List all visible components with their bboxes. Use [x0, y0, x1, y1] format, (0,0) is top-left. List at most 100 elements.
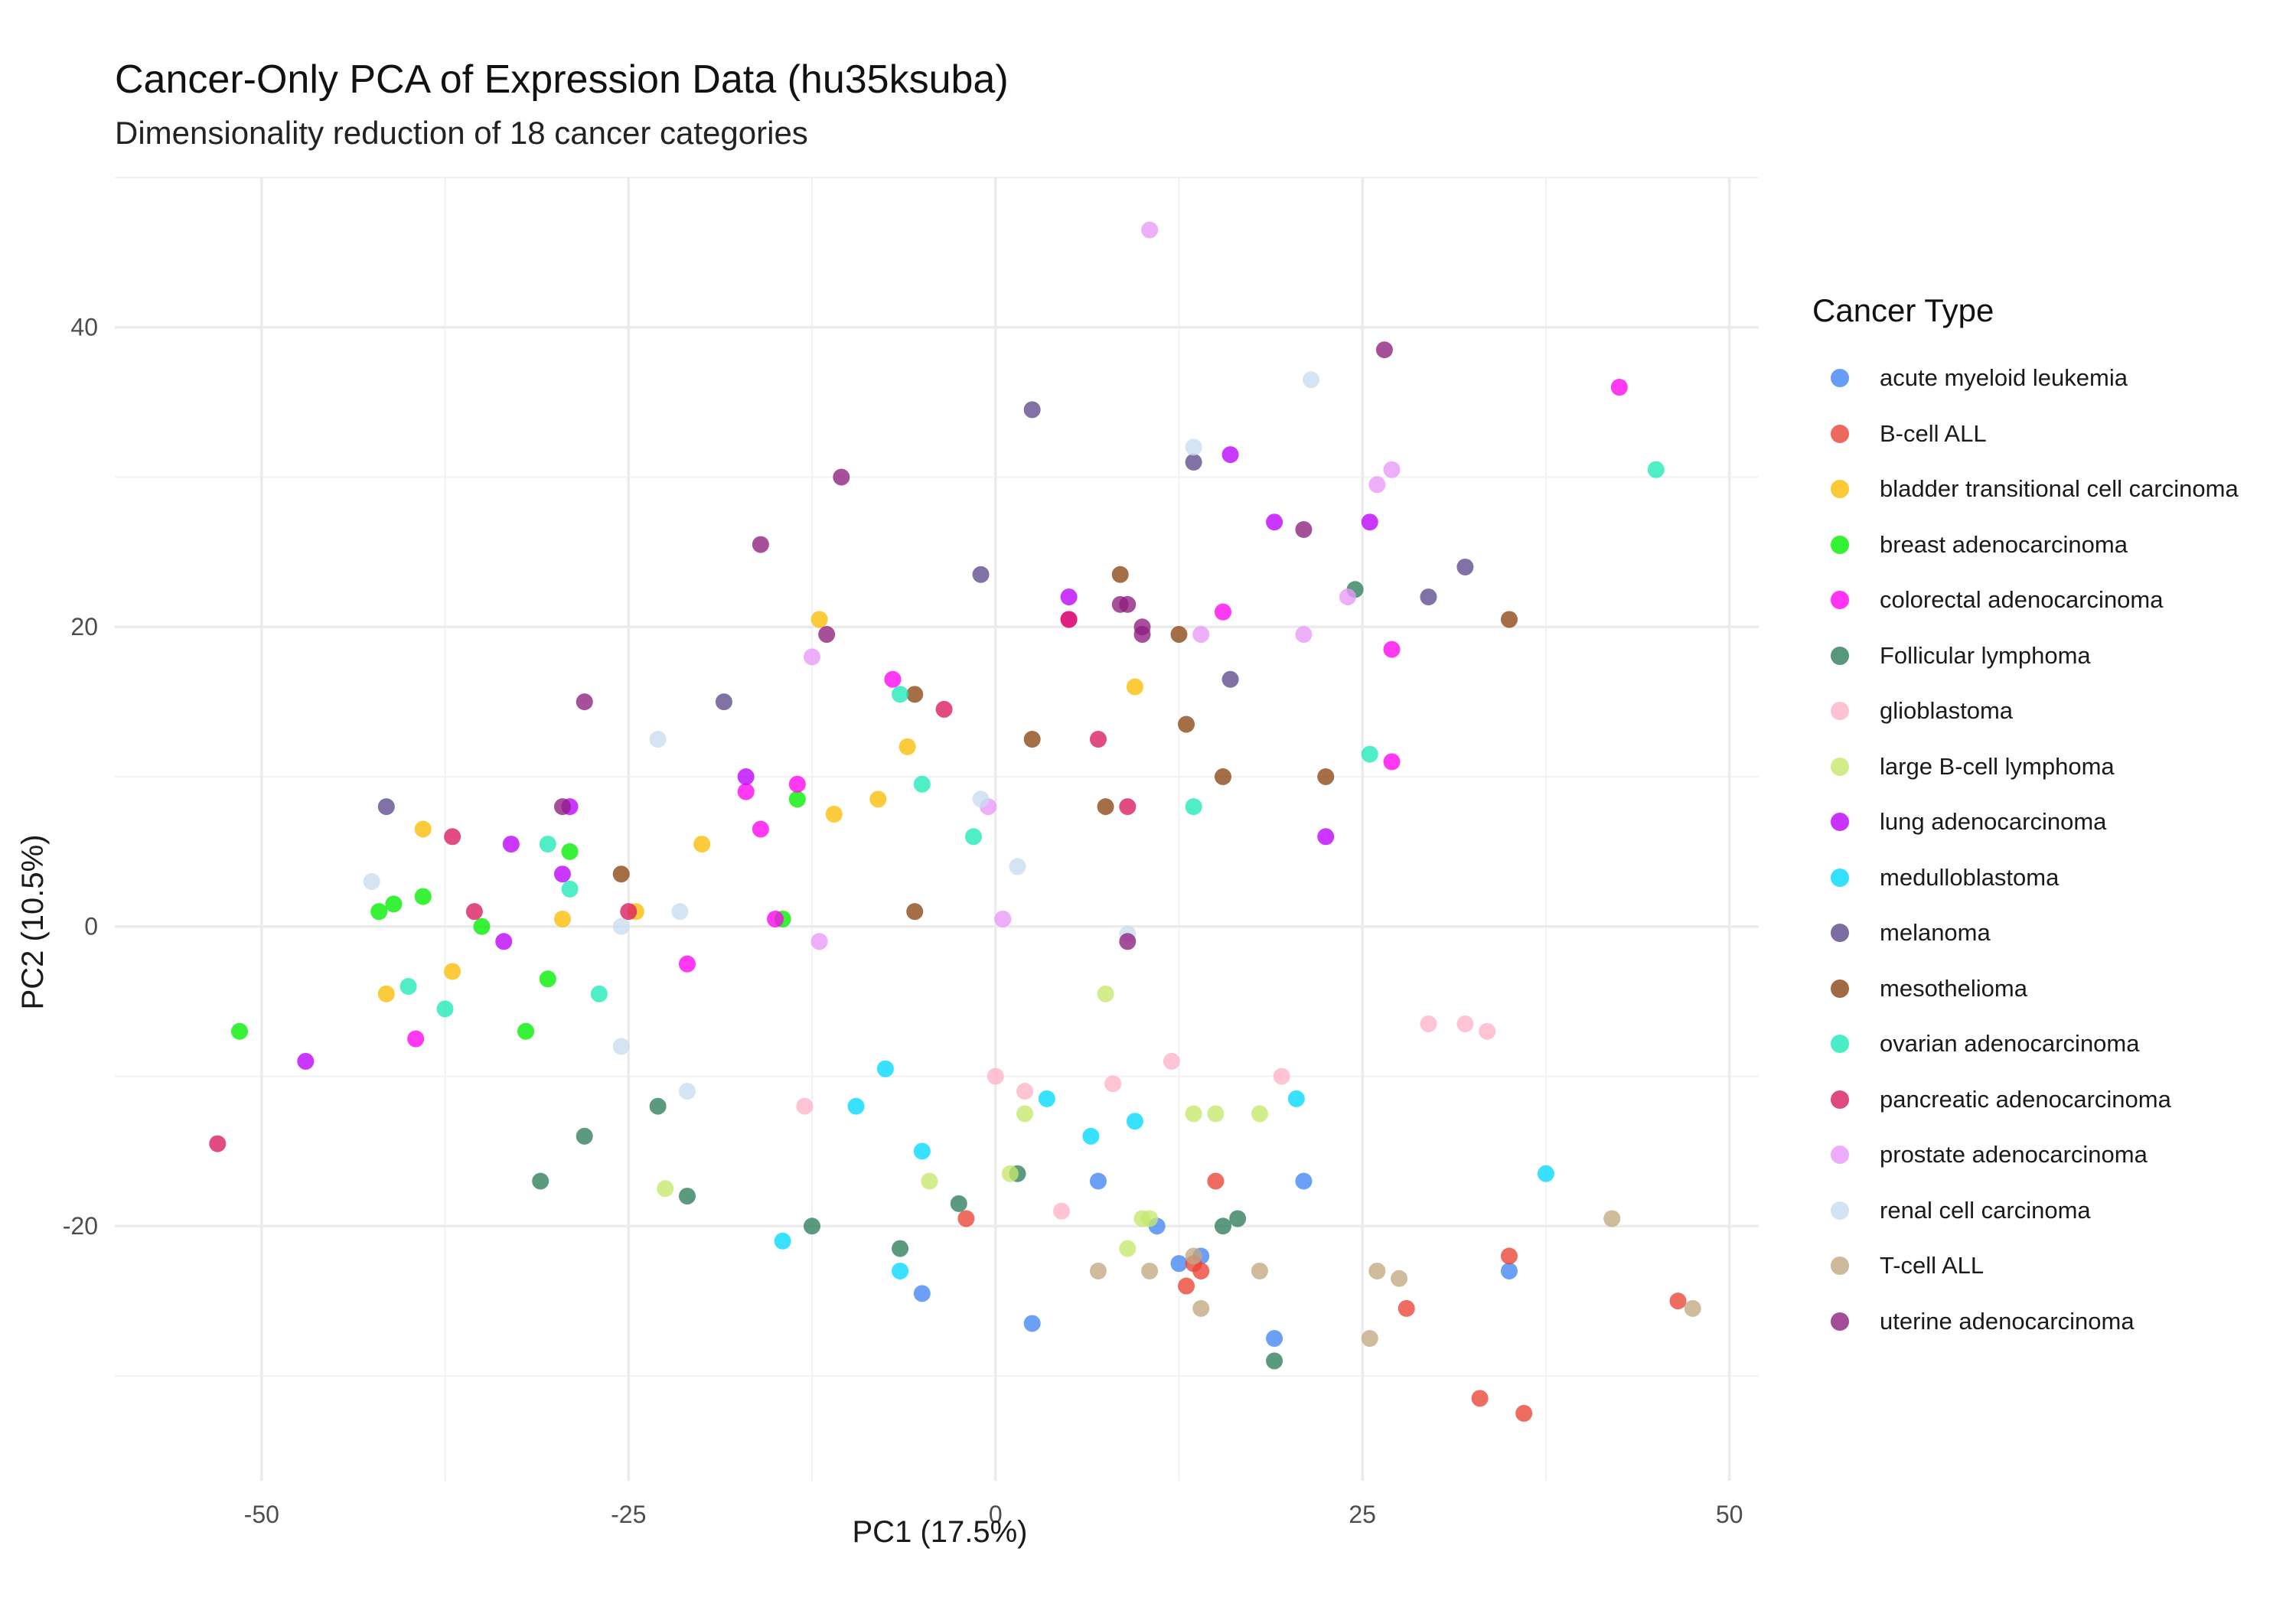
x-axis-title: PC1 (17.5%)	[853, 1515, 1028, 1549]
data-point	[517, 1022, 534, 1040]
legend-item: uterine adenocarcinoma	[1812, 1294, 2239, 1350]
legend-item: bladder transitional cell carcinoma	[1812, 461, 2239, 517]
data-point	[1178, 1277, 1195, 1295]
data-point	[385, 895, 403, 913]
data-point	[810, 611, 828, 628]
data-point	[1287, 1090, 1305, 1107]
legend-item: melanoma	[1812, 905, 2239, 961]
y-tick-label: 40	[70, 314, 98, 341]
data-point	[1104, 1075, 1122, 1093]
data-point	[921, 1172, 938, 1190]
data-point	[957, 1210, 975, 1227]
data-point	[796, 1097, 814, 1115]
legend-item: lung adenocarcinoma	[1812, 794, 2239, 850]
legend-label: pancreatic adenocarcinoma	[1880, 1085, 2171, 1113]
data-point	[473, 918, 491, 935]
data-point	[972, 790, 990, 808]
data-point	[803, 648, 820, 666]
data-point	[810, 933, 828, 950]
data-point	[788, 775, 806, 793]
data-point	[1185, 453, 1202, 471]
data-point	[1684, 1299, 1701, 1317]
legend-label: medulloblastoma	[1880, 863, 2060, 891]
data-point	[209, 1135, 227, 1152]
data-point	[767, 910, 784, 927]
data-point	[1023, 401, 1041, 419]
data-point	[553, 798, 571, 816]
legend-swatch	[1831, 1312, 1849, 1331]
data-point	[818, 626, 836, 644]
y-tick-label: -20	[63, 1212, 98, 1240]
legend-swatch	[1831, 813, 1849, 832]
legend-swatch	[1831, 1201, 1849, 1220]
data-point	[964, 828, 982, 846]
legend-title: Cancer Type	[1812, 292, 1994, 328]
legend-item: mesothelioma	[1812, 961, 2239, 1017]
data-point	[1126, 678, 1143, 696]
data-point	[1133, 618, 1151, 636]
data-point	[1141, 221, 1159, 239]
data-point	[1192, 1299, 1210, 1317]
data-point	[553, 910, 571, 927]
data-point	[1420, 1015, 1437, 1032]
chart-title: Cancer-Only PCA of Expression Data (hu35…	[115, 57, 1009, 102]
y-axis-title: PC2 (10.5%)	[16, 835, 50, 1010]
x-tick-label: -50	[244, 1501, 279, 1528]
data-point	[1383, 753, 1401, 771]
data-point	[678, 955, 696, 973]
data-point	[1361, 745, 1378, 763]
legend-label: lung adenocarcinoma	[1880, 808, 2107, 836]
data-point	[532, 1172, 550, 1190]
legend-swatch	[1831, 1146, 1849, 1165]
legend-label: bladder transitional cell carcinoma	[1880, 475, 2239, 503]
data-point	[1214, 1217, 1231, 1235]
data-point	[649, 1097, 667, 1115]
data-point	[892, 1262, 909, 1279]
legend-label: melanoma	[1880, 919, 1991, 947]
data-point	[678, 1083, 696, 1100]
data-point	[884, 670, 902, 688]
data-point	[297, 1052, 315, 1070]
data-point	[1009, 858, 1026, 875]
data-point	[1141, 1210, 1159, 1227]
data-point	[1266, 513, 1283, 531]
data-point	[715, 693, 732, 711]
data-point	[502, 836, 520, 853]
data-point	[906, 903, 924, 921]
legend-item: T-cell ALL	[1812, 1238, 2239, 1294]
legend-label: ovarian adenocarcinoma	[1880, 1030, 2140, 1058]
data-point	[1060, 588, 1078, 606]
legend-swatch	[1831, 757, 1849, 776]
data-point	[1303, 371, 1320, 389]
data-point	[1266, 1330, 1283, 1348]
legend-item: Follicular lymphoma	[1812, 628, 2239, 684]
data-point	[1515, 1404, 1533, 1422]
data-point	[363, 873, 380, 891]
data-point	[1295, 626, 1313, 644]
data-point	[539, 970, 556, 988]
legend-label: breast adenocarcinoma	[1880, 530, 2128, 558]
data-point	[1119, 595, 1137, 613]
data-point	[1097, 985, 1114, 1002]
legend-label: prostate adenocarcinoma	[1880, 1141, 2148, 1169]
legend-label: Follicular lymphoma	[1880, 641, 2091, 669]
data-point	[1119, 798, 1137, 816]
data-point	[737, 768, 755, 785]
data-point	[436, 1000, 454, 1018]
data-point	[1266, 1352, 1283, 1370]
data-point	[377, 985, 395, 1002]
data-point	[1185, 798, 1202, 816]
data-point	[1603, 1210, 1621, 1227]
data-point	[1207, 1172, 1225, 1190]
data-point	[576, 693, 593, 711]
x-tick-label: -25	[611, 1501, 646, 1528]
data-point	[1361, 1330, 1378, 1348]
data-point	[671, 903, 689, 921]
data-point	[620, 903, 638, 921]
data-point	[1119, 933, 1137, 950]
data-point	[407, 1030, 425, 1048]
y-tick-label: 20	[70, 613, 98, 641]
data-point	[1060, 611, 1078, 628]
data-point	[612, 918, 630, 935]
data-point	[1610, 379, 1628, 396]
